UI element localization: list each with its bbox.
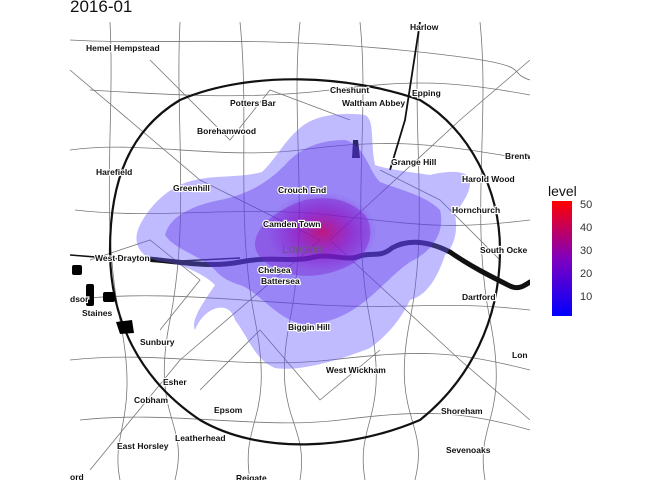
legend-tick	[572, 205, 576, 206]
legend-tick	[572, 297, 576, 298]
legend-tick	[572, 251, 576, 252]
a-road-north	[389, 22, 421, 171]
label-reigate: Reigate	[236, 473, 267, 480]
density-peak	[267, 192, 377, 272]
label-waltham-abbey: Waltham Abbey	[342, 98, 405, 108]
label-hemel-hempstead: Hemel Hempstead	[86, 43, 160, 53]
label-lon: Lon	[512, 350, 528, 360]
label-london: London	[282, 242, 322, 256]
label-epping: Epping	[412, 88, 441, 98]
label-south-ockendon: South Ocke	[480, 245, 528, 255]
place-labels: Harlow Hemel Hempstead Cheshunt Epping P…	[70, 22, 530, 480]
label-crouch-end: Crouch End	[278, 185, 326, 195]
label-staines: Staines	[82, 308, 113, 318]
map-title: 2016-01	[70, 0, 133, 16]
legend-tick-label: 30	[580, 245, 593, 257]
label-east-horsley: East Horsley	[117, 441, 169, 451]
legend-tick-label: 10	[580, 291, 593, 303]
label-leatherhead: Leatherhead	[175, 433, 226, 443]
label-harlow: Harlow	[410, 22, 439, 32]
density-overlay	[136, 113, 471, 369]
london-density-map[interactable]: Harlow Hemel Hempstead Cheshunt Epping P…	[70, 22, 530, 480]
label-sevenoaks: Sevenoaks	[446, 445, 491, 455]
legend: level 50 40 30 20 10	[548, 183, 638, 323]
label-hornchurch: Hornchurch	[452, 205, 500, 215]
label-esher: Esher	[163, 377, 187, 387]
label-cobham: Cobham	[134, 395, 168, 405]
label-shoreham: Shoreham	[441, 406, 483, 416]
label-battersea: Battersea	[261, 276, 300, 286]
legend-title: level	[548, 183, 577, 199]
label-grange-hill: Grange Hill	[391, 157, 436, 167]
legend-tick	[572, 274, 576, 275]
label-ord: ord	[70, 472, 84, 480]
label-greenhill: Greenhill	[173, 183, 210, 193]
legend-tick-label: 40	[580, 222, 593, 234]
label-sunbury: Sunbury	[140, 337, 175, 347]
river-thames	[137, 239, 530, 291]
legend-colorbar	[552, 201, 572, 316]
label-camden-town: Camden Town	[263, 219, 320, 229]
label-cheshunt: Cheshunt	[330, 85, 369, 95]
m25-motorway	[108, 78, 502, 446]
label-biggin-hill: Biggin Hill	[288, 322, 330, 332]
label-epsom: Epsom	[214, 405, 243, 415]
label-chelsea: Chelsea	[258, 265, 291, 275]
label-harefield: Harefield	[96, 167, 132, 177]
legend-tick-label: 20	[580, 268, 593, 280]
label-potters-bar: Potters Bar	[230, 98, 277, 108]
legend-tick	[572, 228, 576, 229]
label-west-drayton: West Drayton	[95, 253, 150, 263]
label-windsor: dsor	[70, 294, 89, 304]
label-west-wickham: West Wickham	[326, 365, 386, 375]
label-borehamwood: Borehamwood	[197, 126, 256, 136]
legend-tick-label: 50	[580, 199, 593, 211]
water-bodies	[72, 140, 360, 334]
label-dartford: Dartford	[462, 292, 496, 302]
label-harold-wood: Harold Wood	[462, 174, 515, 184]
label-brentwood: Brentw	[505, 151, 530, 161]
